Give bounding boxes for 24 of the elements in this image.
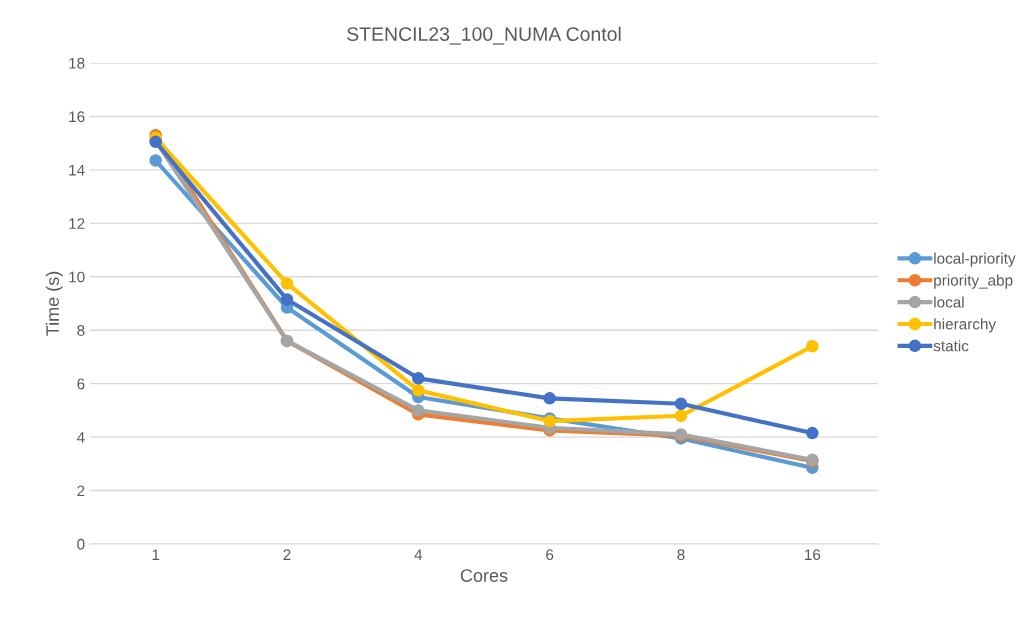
legend-label: priority_abp — [934, 274, 1013, 289]
legend-label: local — [934, 296, 964, 308]
y-tick-label: 4 — [76, 432, 85, 443]
y-tick-label: 0 — [77, 538, 85, 550]
x-tick-label: 16 — [805, 549, 821, 561]
legend-label: hierarchy — [934, 318, 997, 333]
chart-title: STENCIL23_100_NUMA Contol — [347, 26, 621, 45]
y-tick-label: 12 — [69, 218, 85, 229]
y-tick-label: 2 — [77, 485, 85, 497]
x-tick-label: 6 — [546, 549, 554, 561]
x-axis-title: Cores — [460, 569, 508, 582]
y-tick-label: 10 — [69, 271, 85, 283]
y-tick-label: 6 — [77, 378, 85, 390]
legend-label: static — [933, 340, 969, 352]
x-tick-label: 1 — [152, 549, 160, 560]
y-tick-label: 8 — [77, 325, 85, 336]
y-axis-title: Time (s) — [45, 271, 63, 336]
x-tick-label: 4 — [414, 549, 423, 560]
legend-label: local-priority — [934, 252, 1016, 267]
x-tick-label: 2 — [283, 549, 291, 560]
x-tick-label: 8 — [677, 549, 685, 561]
y-tick-label: 16 — [69, 111, 85, 123]
y-tick-label: 14 — [69, 164, 85, 176]
y-tick-label: 18 — [69, 57, 85, 69]
